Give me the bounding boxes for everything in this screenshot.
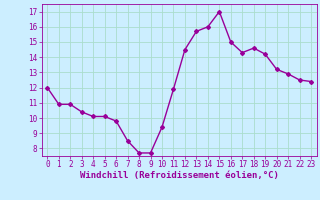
X-axis label: Windchill (Refroidissement éolien,°C): Windchill (Refroidissement éolien,°C) bbox=[80, 171, 279, 180]
